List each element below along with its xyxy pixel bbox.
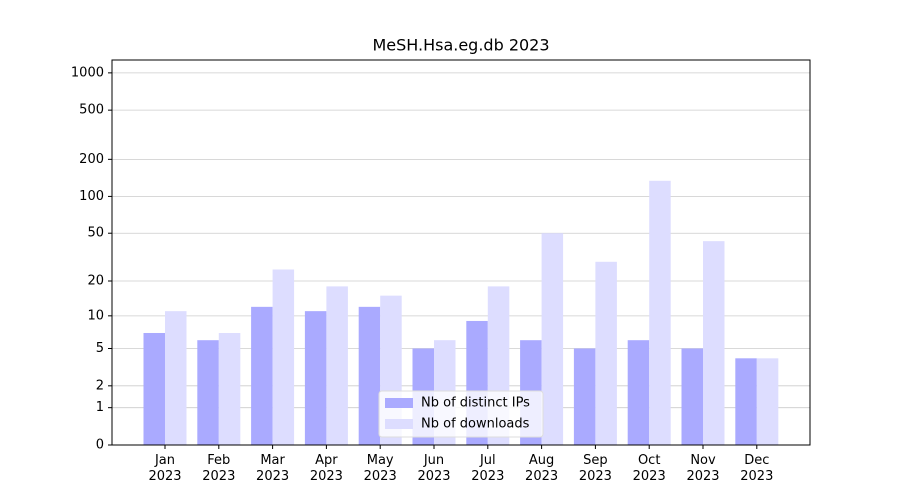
- plot-frame: [111, 59, 811, 446]
- y-tick-label: 0: [96, 438, 104, 453]
- y-tick-label: 200: [79, 152, 104, 167]
- bar: [703, 241, 725, 445]
- bar: [735, 358, 757, 445]
- y-tick-label: 20: [87, 274, 104, 289]
- x-tick-label: Apr 2023: [309, 453, 343, 484]
- bar: [272, 269, 295, 445]
- legend-label: Nb of downloads: [421, 417, 530, 432]
- y-tick-label: 500: [79, 103, 104, 118]
- y-tick-label: 1000: [71, 65, 104, 80]
- legend-box: [378, 390, 544, 438]
- bar: [627, 340, 650, 445]
- x-tick-label: Sep 2023: [578, 453, 612, 484]
- legend-swatch: [385, 419, 413, 429]
- bar: [218, 332, 241, 445]
- y-tick-label: 100: [79, 189, 104, 204]
- bar: [197, 340, 219, 445]
- chart-title: MeSH.Hsa.eg.db 2023: [372, 36, 549, 55]
- x-tick-label: Jul 2023: [471, 453, 505, 484]
- y-tick-label: 50: [87, 226, 104, 241]
- bar: [143, 332, 165, 445]
- legend-label: Nb of distinct IPs: [421, 396, 530, 411]
- x-tick-label: Jan 2023: [148, 453, 182, 484]
- x-tick-label: Jun 2023: [417, 453, 451, 484]
- x-tick-label: May 2023: [363, 453, 397, 484]
- y-tick-label: 1: [96, 400, 104, 415]
- bar: [595, 261, 617, 445]
- x-tick-label: Mar 2023: [256, 453, 290, 484]
- bar: [326, 286, 348, 445]
- bar: [681, 348, 703, 445]
- y-tick-label: 2: [96, 378, 104, 393]
- bar: [304, 311, 327, 445]
- x-tick-label: Oct 2023: [632, 453, 666, 484]
- bar: [358, 306, 381, 445]
- bar: [251, 306, 273, 445]
- x-tick-label: Aug 2023: [525, 453, 559, 484]
- bar: [649, 180, 671, 445]
- bar: [756, 358, 779, 445]
- x-tick-label: Nov 2023: [686, 453, 720, 484]
- x-tick-label: Feb 2023: [202, 453, 236, 484]
- x-tick-label: Dec 2023: [740, 453, 774, 484]
- bar: [165, 311, 187, 445]
- bar: [541, 233, 564, 445]
- y-tick-label: 5: [96, 341, 104, 356]
- legend-swatch: [385, 398, 413, 408]
- bar: [573, 348, 596, 445]
- y-tick-label: 10: [87, 308, 104, 323]
